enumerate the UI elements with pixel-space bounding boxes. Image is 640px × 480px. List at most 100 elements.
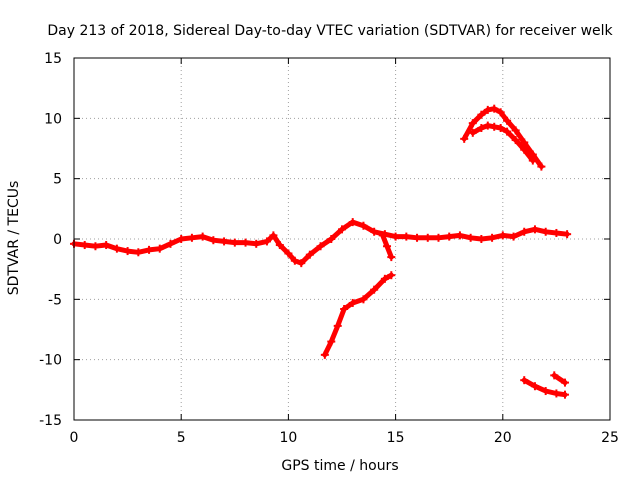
data-point xyxy=(166,239,175,248)
data-point xyxy=(477,235,486,243)
series-spur xyxy=(378,231,396,262)
y-tick-label: -5 xyxy=(48,292,62,308)
data-point xyxy=(552,389,561,398)
data-point xyxy=(520,138,529,147)
data-point xyxy=(560,390,569,399)
series-short-track-high xyxy=(550,371,569,387)
data-point xyxy=(297,259,306,268)
y-tick-label: -15 xyxy=(39,413,62,429)
data-point xyxy=(155,244,164,253)
data-point xyxy=(423,233,432,242)
data-point xyxy=(503,127,512,136)
data-point xyxy=(520,227,529,236)
data-point xyxy=(483,121,492,130)
data-point xyxy=(340,304,349,313)
data-point xyxy=(284,249,293,258)
data-point xyxy=(269,231,278,240)
data-point xyxy=(359,221,368,230)
axis-ticks: 0 5 10 15 20 25 -15 -10 -5 0 5 10 15 xyxy=(39,51,619,446)
data-point xyxy=(541,387,550,396)
data-point xyxy=(198,232,207,241)
data-point xyxy=(509,232,518,241)
data-point xyxy=(327,235,336,243)
data-point xyxy=(145,245,154,254)
data-point xyxy=(338,225,346,234)
data-point xyxy=(552,228,561,237)
data-point xyxy=(378,231,387,240)
data-point xyxy=(177,235,186,243)
data-point xyxy=(252,239,261,248)
data-point xyxy=(359,295,368,304)
data-point xyxy=(498,231,507,240)
series-line-short-track-high xyxy=(551,372,568,386)
x-tick-label: 5 xyxy=(177,430,186,446)
data-point xyxy=(511,126,520,135)
data-series xyxy=(70,104,572,399)
data-point xyxy=(520,376,529,385)
x-tick-label: 10 xyxy=(279,430,297,446)
data-point xyxy=(80,241,89,250)
data-point xyxy=(477,110,486,119)
data-point xyxy=(327,337,336,346)
data-point xyxy=(387,253,396,262)
data-point xyxy=(468,128,477,137)
data-point xyxy=(112,244,121,253)
x-tick-label: 0 xyxy=(70,430,79,446)
data-point xyxy=(275,241,284,250)
data-point xyxy=(391,232,400,241)
data-point xyxy=(387,271,396,280)
data-point xyxy=(503,116,512,125)
y-tick-label: 0 xyxy=(53,232,62,248)
data-point xyxy=(445,232,454,241)
data-point xyxy=(370,227,379,236)
data-point xyxy=(528,156,537,165)
data-point xyxy=(102,241,111,250)
y-axis-label: SDTVAR / TECUs xyxy=(6,181,22,296)
data-point xyxy=(434,233,443,242)
data-point xyxy=(496,123,505,132)
data-point xyxy=(380,274,389,283)
data-point xyxy=(348,218,357,227)
data-point xyxy=(187,233,196,242)
data-point xyxy=(305,250,314,259)
data-point xyxy=(402,232,411,241)
data-point xyxy=(530,225,539,234)
data-point xyxy=(488,233,497,242)
x-tick-label: 20 xyxy=(494,430,512,446)
data-point xyxy=(477,123,486,132)
data-point xyxy=(511,136,520,145)
data-point xyxy=(123,247,132,256)
data-point xyxy=(262,237,271,246)
data-point xyxy=(230,238,239,247)
data-point xyxy=(550,371,559,380)
data-point xyxy=(290,256,299,265)
data-point xyxy=(483,105,492,114)
data-point xyxy=(468,119,477,128)
data-point xyxy=(383,242,392,251)
series-short-track-low xyxy=(520,376,569,399)
chart-title: Day 213 of 2018, Sidereal Day-to-day VTE… xyxy=(47,23,613,39)
data-point xyxy=(455,231,464,240)
data-point xyxy=(134,248,143,257)
data-point xyxy=(220,237,229,246)
data-point xyxy=(370,285,379,294)
x-tick-label: 15 xyxy=(387,430,405,446)
data-point xyxy=(316,242,325,251)
data-point xyxy=(490,122,499,131)
data-point xyxy=(563,230,572,239)
data-point xyxy=(466,233,475,242)
data-point xyxy=(413,233,422,242)
data-point xyxy=(520,145,529,154)
x-tick-label: 25 xyxy=(601,430,619,446)
x-axis-label: GPS time / hours xyxy=(281,458,398,474)
data-point xyxy=(460,134,469,143)
y-tick-label: 5 xyxy=(53,172,62,188)
series-main-band xyxy=(70,218,572,268)
y-tick-label: -10 xyxy=(39,353,62,369)
data-point xyxy=(496,108,505,117)
data-point xyxy=(333,321,342,330)
data-point xyxy=(560,378,569,387)
data-point xyxy=(320,350,329,359)
data-point xyxy=(241,238,250,247)
